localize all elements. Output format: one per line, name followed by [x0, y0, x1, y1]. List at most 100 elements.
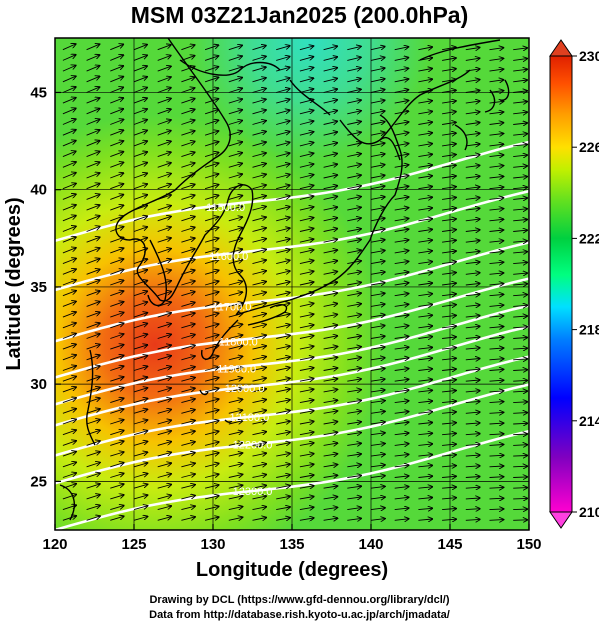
wind-arrow [394, 336, 409, 338]
wind-arrow [323, 111, 338, 114]
wind-arrow [323, 314, 338, 317]
wind-arrow [418, 369, 432, 371]
wind-arrow [370, 368, 385, 370]
wind-arrow [204, 474, 219, 478]
wind-arrow [157, 410, 172, 414]
wind-arrow [62, 237, 76, 243]
wind-arrow [323, 389, 338, 392]
wind-arrow [418, 305, 432, 307]
wind-arrow [157, 163, 171, 168]
wind-arrow [181, 238, 194, 243]
contour-labels: 11500.0 11600.0 11700.0 11800.0 11900.0 12000… [206, 202, 272, 498]
wind-arrow [299, 368, 314, 371]
wind-arrow [513, 305, 527, 306]
wind-arrow [418, 487, 432, 488]
wind-arrow [133, 484, 148, 489]
wind-arrow [442, 369, 456, 371]
wind-arrow [228, 45, 242, 51]
wind-arrow [442, 519, 456, 520]
wind-arrow [86, 323, 100, 329]
wind-arrow [157, 249, 171, 254]
wind-arrow [465, 69, 480, 71]
wind-arrow [276, 475, 290, 478]
wind-arrow [86, 516, 100, 521]
wind-arrow [513, 520, 527, 521]
wind-arrow [252, 453, 267, 456]
wind-arrow [442, 219, 456, 221]
wind-arrow [133, 259, 147, 265]
wind-arrow [252, 110, 267, 115]
contour-label: 12200.0 [233, 439, 273, 451]
wind-arrow [347, 79, 361, 82]
contour-label: 11600.0 [209, 251, 248, 263]
wind-arrow [252, 46, 266, 51]
wind-arrow [110, 270, 123, 275]
wind-arrow [276, 464, 290, 467]
wind-arrow [465, 144, 480, 146]
wind-arrow [370, 229, 385, 232]
wind-arrow [442, 444, 456, 445]
wind-arrow [418, 154, 432, 156]
wind-arrow [157, 356, 171, 361]
wind-arrow [370, 411, 385, 413]
wind-arrow [370, 57, 385, 60]
wind-arrow [513, 241, 527, 242]
wind-arrow [62, 398, 76, 404]
wind-arrow [157, 56, 171, 61]
colorbar-bottom-triangle [549, 511, 573, 529]
wind-arrow [489, 48, 504, 50]
wind-arrow [465, 423, 480, 424]
contour-label: 11800.0 [219, 336, 258, 348]
wind-arrow [489, 445, 504, 446]
wind-arrow [110, 259, 123, 265]
wind-arrow [86, 184, 100, 190]
wind-arrow [347, 443, 361, 445]
wind-arrow [110, 313, 123, 318]
wind-arrow [394, 208, 409, 210]
wind-arrow [370, 358, 385, 360]
wind-arrow [276, 378, 290, 381]
wind-arrow [157, 66, 171, 72]
colorbar-ticks: 230 226 222 218 214 210 [572, 48, 599, 520]
contour-label: 12300.0 [233, 486, 273, 498]
wind-arrow [394, 272, 409, 274]
wind-arrow [204, 77, 218, 83]
wind-arrow [157, 98, 171, 104]
wind-arrow [347, 132, 361, 135]
wind-arrow [86, 463, 100, 468]
wind-arrow [204, 99, 218, 104]
wind-arrow [370, 175, 385, 178]
wind-arrow [157, 152, 171, 158]
wind-arrow [157, 367, 171, 371]
wind-arrow [181, 109, 194, 115]
wind-arrow [276, 421, 290, 424]
wind-arrow [442, 433, 456, 434]
wind-arrow [394, 412, 409, 414]
wind-arrow [228, 346, 243, 350]
wind-arrow [181, 410, 195, 414]
wind-arrow [442, 262, 456, 264]
wind-arrow [252, 99, 266, 104]
wind-arrow [394, 294, 409, 296]
wind-arrow [347, 100, 361, 103]
wind-arrow [181, 356, 195, 361]
wind-arrow [323, 250, 338, 253]
wind-arrow [276, 67, 290, 72]
wind-arrow [86, 259, 100, 265]
wind-arrow [276, 153, 290, 158]
wind-arrow [133, 474, 148, 478]
wind-arrow [418, 272, 432, 274]
wind-arrow [228, 99, 242, 104]
wind-arrow [276, 507, 290, 510]
wind-arrow [347, 261, 361, 264]
wind-arrow [62, 141, 76, 147]
wind-arrow [323, 218, 338, 221]
wind-arrow [299, 475, 314, 478]
wind-arrow [394, 422, 409, 424]
contour-label: 11700.0 [212, 301, 251, 313]
wind-arrow [133, 313, 147, 318]
wind-arrow [157, 206, 171, 211]
wind-arrow [181, 378, 195, 382]
wind-arrow [442, 315, 456, 317]
wind-arrow [465, 208, 480, 210]
